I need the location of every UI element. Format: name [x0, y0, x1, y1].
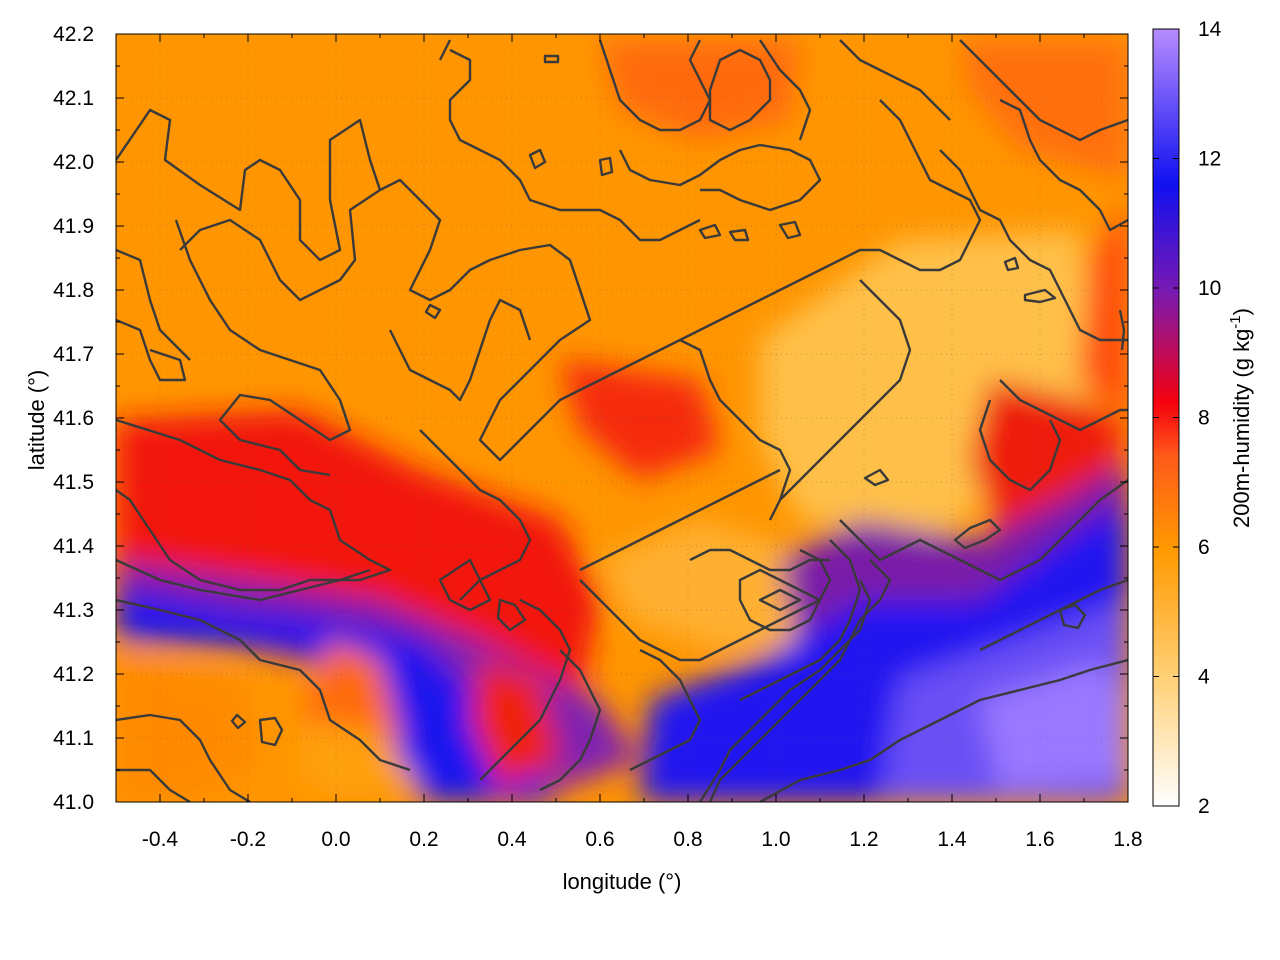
colorbar-tick-label: 2 [1198, 795, 1210, 818]
colorbar-title-suffix: ) [1229, 308, 1254, 315]
y-tick-label: 41.3 [53, 599, 94, 622]
y-tick-label: 41.1 [53, 727, 94, 750]
x-tick-label: 1.2 [849, 828, 878, 851]
colorbar-tick-label: 14 [1198, 18, 1222, 41]
colorbar-tick-label: 6 [1198, 536, 1210, 559]
y-tick-label: 41.5 [53, 471, 94, 494]
y-tick-label: 41.7 [53, 343, 94, 366]
axis-ticks [115, 33, 1129, 803]
x-tick-label: 1.8 [1113, 828, 1142, 851]
x-tick-label: 1.4 [937, 828, 967, 851]
colorbar-title-superscript: -1 [1227, 315, 1244, 328]
x-tick-label: 0.2 [409, 828, 438, 851]
y-tick-labels: 41.0 41.1 41.2 41.3 41.4 41.5 41.6 41.7 41.8 41.9… [53, 23, 94, 814]
x-tick-label: -0.2 [230, 828, 266, 851]
y-tick-label: 42.2 [53, 23, 94, 46]
x-tick-labels: -0.4 -0.2 0.0 0.2 0.4 0.6 0.8 1.0 1.2 1.4 1.6 1.8 [142, 828, 1143, 851]
y-axis-title: latitude (°) [24, 370, 49, 471]
colorbar-tick-labels: 2 4 6 8 10 12 14 [1198, 18, 1222, 818]
x-tick-label: 0.8 [673, 828, 702, 851]
colorbar-title: 200m-humidity (g kg-1) [1227, 308, 1254, 528]
y-tick-label: 41.4 [53, 535, 94, 558]
colorbar-tick-label: 12 [1198, 148, 1221, 171]
x-tick-label: -0.4 [142, 828, 179, 851]
colorbar-tick-label: 10 [1198, 277, 1221, 300]
colorbar-title-main: 200m-humidity (g kg [1229, 329, 1254, 528]
x-tick-label: 1.0 [761, 828, 790, 851]
colorbar-tick-label: 4 [1198, 666, 1210, 689]
y-tick-label: 41.2 [53, 663, 94, 686]
y-tick-label: 41.6 [53, 407, 94, 430]
x-tick-label: 0.6 [585, 828, 614, 851]
topography-contours [116, 39, 1128, 802]
colorbar-tick-label: 8 [1198, 407, 1210, 430]
humidity-field [116, 34, 1128, 802]
x-tick-label: 0.4 [497, 828, 527, 851]
y-tick-label: 41.9 [53, 215, 94, 238]
x-tick-label: 1.6 [1025, 828, 1054, 851]
x-tick-label: 0.0 [321, 828, 350, 851]
y-tick-label: 41.0 [53, 791, 94, 814]
y-tick-label: 42.1 [53, 87, 94, 110]
y-tick-label: 42.0 [53, 151, 94, 174]
colorbar-ticks [1153, 28, 1179, 807]
y-tick-label: 41.8 [53, 279, 94, 302]
x-axis-title: longitude (°) [563, 869, 682, 894]
